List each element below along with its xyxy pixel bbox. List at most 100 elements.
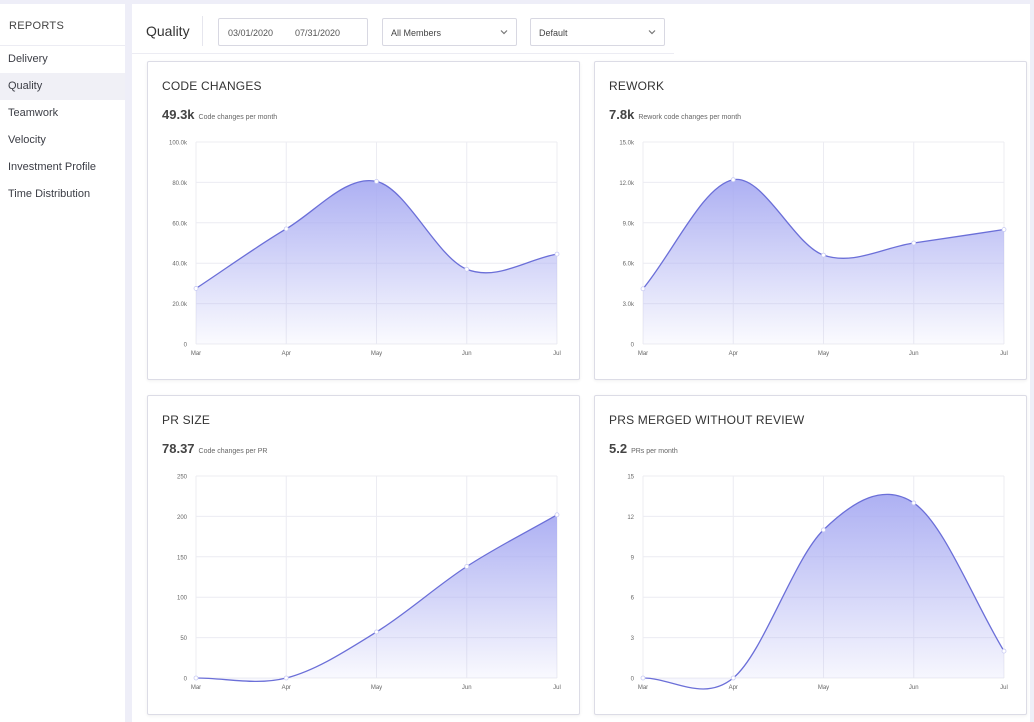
data-point	[283, 675, 289, 681]
x-tick-label: May	[371, 351, 382, 357]
metric-label: Code changes per month	[198, 114, 278, 121]
card-metric: 78.37 Code changes per PR	[162, 440, 267, 458]
y-tick-label: 6	[631, 596, 635, 602]
y-tick-label: 0	[631, 343, 635, 349]
y-tick-label: 250	[177, 475, 188, 481]
x-tick-label: Jun	[909, 685, 919, 691]
data-point	[911, 240, 917, 246]
y-tick-label: 80.0k	[172, 181, 188, 187]
metric-value: 5.2	[609, 441, 628, 456]
area-fill	[643, 494, 1004, 689]
chevron-down-icon	[648, 30, 656, 35]
y-tick-label: 60.0k	[172, 221, 188, 227]
view-select-value: Default	[539, 28, 568, 38]
data-point	[193, 675, 199, 681]
y-tick-label: 9	[631, 555, 635, 561]
pr-size-chart: 0 50 100 150 200 250 Mar Apr May Jun Jul	[177, 475, 561, 692]
x-tick-label: Jul	[1000, 685, 1008, 691]
card-metric: 49.3k Code changes per month	[162, 106, 277, 124]
prs-merged-without-review-card: PRS MERGED WITHOUT REVIEW 5.2 PRs per mon…	[594, 395, 1027, 715]
data-point	[1001, 648, 1007, 654]
date-start[interactable]: 03/01/2020	[228, 28, 274, 38]
code-changes-chart: 0 20.0k 40.0k 60.0k 80.0k 100.0k Mar Apr May Jun J…	[169, 141, 561, 358]
metric-value: 7.8k	[609, 107, 635, 122]
x-tick-label: Mar	[191, 685, 201, 691]
data-point	[730, 675, 736, 681]
data-point	[730, 177, 736, 183]
area-fill	[643, 179, 1004, 344]
x-tick-label: Jul	[553, 351, 561, 357]
sidebar-item-quality[interactable]: Quality	[0, 73, 125, 100]
pr-size-card: PR SIZE 78.37 Code changes per PR 0 50 100 1…	[147, 395, 580, 715]
data-point	[640, 286, 646, 292]
date-range-picker[interactable]: 03/01/2020 07/31/2020	[218, 18, 368, 46]
data-point	[374, 629, 379, 635]
sidebar-item-teamwork[interactable]: Teamwork	[8, 107, 59, 119]
x-tick-label: Mar	[638, 685, 648, 691]
metric-label: Rework code changes per month	[638, 114, 742, 121]
card-metric: 5.2 PRs per month	[609, 440, 678, 458]
data-point	[374, 178, 379, 184]
y-tick-label: 15	[627, 475, 634, 481]
sidebar-item-velocity[interactable]: Velocity	[8, 134, 46, 146]
x-tick-label: Jun	[462, 685, 472, 691]
sidebar-item-investment-profile[interactable]: Investment Profile	[8, 161, 97, 173]
x-tick-label: Apr	[282, 351, 291, 357]
metric-label: Code changes per PR	[198, 448, 268, 455]
y-tick-label: 0	[184, 677, 188, 683]
y-tick-label: 12	[627, 515, 634, 521]
members-select[interactable]: All Members	[382, 18, 517, 46]
data-point	[554, 512, 560, 518]
y-tick-label: 12.0k	[619, 181, 635, 187]
card-metric: 7.8k Rework code changes per month	[609, 106, 741, 124]
y-tick-label: 200	[177, 515, 188, 521]
y-tick-label: 50	[180, 636, 187, 642]
series-line	[642, 179, 1005, 290]
x-tick-label: Mar	[638, 351, 648, 357]
chevron-down-icon	[500, 30, 508, 35]
metric-value: 78.37	[162, 441, 195, 456]
data-point	[911, 500, 917, 506]
x-tick-label: Jun	[462, 351, 472, 357]
rework-chart: 0 3.0k 6.0k 9.0k 12.0k 15.0k Mar Apr May Jun Jul	[619, 141, 1008, 358]
sidebar-item-time-distribution[interactable]: Time Distribution	[8, 188, 91, 200]
data-point	[1001, 227, 1007, 232]
page-title: Quality	[146, 23, 190, 39]
y-tick-label: 20.0k	[172, 302, 188, 308]
main-panel: Quality 03/01/2020 07/31/2020 All Member…	[132, 4, 1030, 722]
area-fill	[196, 180, 557, 344]
toolbar: Quality 03/01/2020 07/31/2020 All Member…	[132, 4, 674, 54]
sidebar-item-delivery[interactable]: Delivery	[8, 53, 48, 65]
date-end[interactable]: 07/31/2020	[295, 28, 341, 38]
x-tick-label: May	[818, 351, 829, 357]
card-title: PR SIZE	[162, 413, 211, 427]
y-tick-label: 6.0k	[623, 262, 635, 268]
members-select-value: All Members	[391, 28, 442, 38]
x-tick-label: Apr	[729, 351, 738, 357]
prs-merged-chart: 0 3 6 9 12 15 Mar Apr May Jun Jul	[627, 475, 1008, 692]
y-tick-label: 9.0k	[623, 221, 635, 227]
card-title: PRS MERGED WITHOUT REVIEW	[609, 413, 805, 427]
y-tick-label: 40.0k	[172, 262, 188, 268]
y-tick-label: 0	[184, 343, 188, 349]
x-tick-label: May	[371, 685, 382, 691]
data-point	[821, 527, 826, 533]
toolbar-divider	[202, 16, 203, 46]
y-tick-label: 15.0k	[619, 141, 635, 147]
y-tick-label: 3.0k	[623, 302, 635, 308]
y-tick-label: 0	[631, 677, 635, 683]
area-fill	[196, 514, 557, 682]
view-select[interactable]: Default	[530, 18, 665, 46]
data-point	[464, 266, 470, 272]
sidebar-title: REPORTS	[0, 4, 125, 46]
data-point	[640, 675, 646, 681]
metric-value: 49.3k	[162, 107, 195, 122]
card-title: REWORK	[609, 79, 665, 93]
x-tick-label: May	[818, 685, 829, 691]
rework-card: REWORK 7.8k Rework code changes per month…	[594, 61, 1027, 380]
y-tick-label: 100	[177, 596, 188, 602]
data-point	[554, 251, 560, 257]
sidebar: REPORTS Delivery Quality Teamwork Veloci…	[0, 4, 125, 722]
x-tick-label: Jul	[1000, 351, 1008, 357]
data-point	[821, 252, 826, 258]
